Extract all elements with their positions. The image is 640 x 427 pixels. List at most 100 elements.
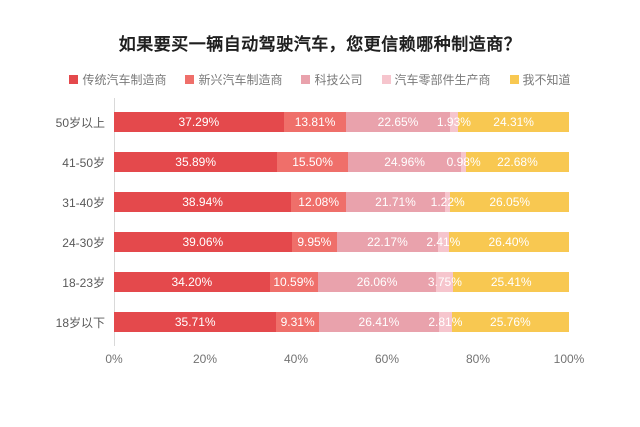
x-axis-tick-label: 40% bbox=[283, 352, 309, 366]
x-axis-tick-label: 20% bbox=[192, 352, 218, 366]
legend: 传统汽车制造商 新兴汽车制造商 科技公司 汽车零部件生产商 我不知道 bbox=[0, 71, 640, 88]
category-label: 41-50岁 bbox=[62, 155, 105, 170]
bar-segment: 39.06% bbox=[114, 232, 292, 252]
bar-value-label: 9.95% bbox=[297, 235, 332, 249]
chart-title: 如果要买一辆自动驾驶汽车，您更信赖哪种制造商？ bbox=[118, 35, 522, 54]
bar-segment: 9.95% bbox=[291, 232, 337, 252]
bar-track: 38.94% 12.08% 21.71% 1.22% 26.05% bbox=[114, 192, 569, 212]
bar-value-label: 37.29% bbox=[178, 115, 220, 129]
bar-track: 35.71% 9.31% 26.41% 2.81% 25.76% bbox=[114, 312, 569, 332]
x-axis-tick-label: 60% bbox=[374, 352, 400, 366]
legend-label: 科技公司 bbox=[314, 73, 363, 87]
bar-segment: 34.20% bbox=[114, 272, 270, 292]
bar-value-label: 21.71% bbox=[375, 195, 416, 209]
legend-label: 新兴汽车制造商 bbox=[198, 73, 283, 87]
category-label: 24-30岁 bbox=[62, 235, 105, 250]
bar-value-label: 25.76% bbox=[490, 315, 531, 329]
bar-segment: 24.96% bbox=[347, 152, 462, 172]
bar-track: 34.20% 10.59% 26.06% 3.75% 25.41% bbox=[114, 272, 570, 292]
bar-segment: 37.29% bbox=[114, 112, 284, 132]
bar-value-label: 22.17% bbox=[367, 235, 408, 249]
legend-swatch-icon bbox=[509, 75, 519, 84]
bar-value-label: 26.06% bbox=[356, 275, 398, 289]
bar-track: 39.06% 9.95% 22.17% 2.41% 26.40% bbox=[114, 232, 569, 252]
chart-row: 50岁以上 37.29% 13.81% 22.65% 1.93% 24.31% bbox=[0, 102, 640, 142]
chart-row: 41-50岁 35.89% 15.50% 24.96% 0.98% 22.68% bbox=[0, 142, 640, 182]
bar-value-label: 38.94% bbox=[182, 195, 223, 209]
bar-segment: 9.31% bbox=[276, 312, 319, 332]
bar-segment: 0.98% bbox=[447, 152, 481, 172]
chart-row: 18-23岁 34.20% 10.59% 26.06% 3.75% 25.41% bbox=[0, 262, 640, 302]
bar-value-label: 25.41% bbox=[490, 275, 532, 289]
bar-value-label: 12.08% bbox=[298, 195, 339, 209]
legend-label: 传统汽车制造商 bbox=[82, 73, 167, 87]
bar-value-label: 22.68% bbox=[497, 155, 538, 169]
bar-segment: 38.94% bbox=[114, 192, 292, 212]
stacked-bar-chart: 50岁以上 37.29% 13.81% 22.65% 1.93% 24.31% 41-50岁… bbox=[0, 98, 640, 376]
bar-segment: 26.05% bbox=[450, 192, 569, 212]
bar-segment: 2.41% bbox=[426, 232, 460, 252]
bar-segment: 26.06% bbox=[317, 272, 437, 292]
bar-segment: 26.41% bbox=[318, 312, 439, 332]
legend-item: 科技公司 bbox=[301, 71, 363, 88]
legend-item: 我不知道 bbox=[509, 71, 571, 88]
bar-segment: 1.22% bbox=[431, 192, 465, 212]
bar-track: 35.89% 15.50% 24.96% 0.98% 22.68% bbox=[114, 152, 570, 172]
bar-value-label: 26.41% bbox=[358, 315, 400, 329]
bar-value-label: 34.20% bbox=[171, 275, 213, 289]
legend-swatch-icon bbox=[301, 75, 311, 84]
bar-segment: 35.71% bbox=[114, 312, 277, 332]
bar-value-label: 2.81% bbox=[428, 315, 463, 329]
legend-label: 我不知道 bbox=[522, 73, 571, 87]
category-label: 50岁以上 bbox=[55, 115, 105, 130]
chart-rows: 50岁以上 37.29% 13.81% 22.65% 1.93% 24.31% 41-50岁… bbox=[0, 98, 640, 346]
chart-row: 31-40岁 38.94% 12.08% 21.71% 1.22% 26.05% bbox=[0, 182, 640, 222]
bar-value-label: 1.93% bbox=[436, 115, 471, 129]
legend-item: 传统汽车制造商 bbox=[69, 71, 166, 88]
x-axis-tick-label: 0% bbox=[105, 352, 123, 366]
legend-label: 汽车零部件生产商 bbox=[394, 73, 491, 87]
x-axis: 0% 20% 40% 60% 80% 100% bbox=[105, 352, 584, 376]
bar-value-label: 2.41% bbox=[426, 235, 461, 249]
bar-segment: 1.93% bbox=[437, 112, 471, 132]
bar-track: 37.29% 13.81% 22.65% 1.93% 24.31% bbox=[114, 112, 569, 132]
bar-value-label: 22.65% bbox=[377, 115, 419, 129]
category-label: 18岁以下 bbox=[55, 315, 105, 330]
bar-value-label: 24.96% bbox=[384, 155, 425, 169]
legend-swatch-icon bbox=[381, 75, 391, 84]
bar-value-label: 35.71% bbox=[174, 315, 216, 329]
bar-segment: 21.71% bbox=[346, 192, 445, 212]
legend-item: 新兴汽车制造商 bbox=[185, 71, 282, 88]
chart-row: 18岁以下 35.71% 9.31% 26.41% 2.81% 25.76% bbox=[0, 302, 640, 342]
bar-value-label: 13.81% bbox=[294, 115, 336, 129]
bar-value-label: 24.31% bbox=[493, 115, 534, 129]
x-axis-tick-label: 100% bbox=[553, 352, 585, 366]
bar-segment: 22.65% bbox=[346, 112, 450, 132]
bar-segment: 22.68% bbox=[465, 152, 570, 172]
category-label: 31-40岁 bbox=[62, 195, 105, 210]
bar-value-label: 15.50% bbox=[292, 155, 333, 169]
bar-value-label: 1.22% bbox=[430, 195, 465, 209]
bar-value-label: 3.75% bbox=[427, 275, 462, 289]
bar-value-label: 9.31% bbox=[280, 315, 315, 329]
bar-segment: 22.17% bbox=[336, 232, 438, 252]
bar-segment: 15.50% bbox=[277, 152, 348, 172]
chart-row: 24-30岁 39.06% 9.95% 22.17% 2.41% 26.40% bbox=[0, 222, 640, 262]
legend-swatch-icon bbox=[185, 75, 195, 84]
bar-segment: 2.81% bbox=[428, 312, 462, 332]
bar-segment: 35.89% bbox=[114, 152, 278, 172]
bar-value-label: 26.05% bbox=[489, 195, 531, 209]
legend-swatch-icon bbox=[69, 75, 79, 84]
bar-value-label: 35.89% bbox=[175, 155, 216, 169]
bar-value-label: 0.98% bbox=[446, 155, 481, 169]
category-label: 18-23岁 bbox=[62, 275, 105, 290]
bar-segment: 25.41% bbox=[453, 272, 570, 292]
bar-segment: 3.75% bbox=[428, 272, 462, 292]
bar-segment: 25.76% bbox=[451, 312, 569, 332]
bar-value-label: 39.06% bbox=[182, 235, 224, 249]
bar-value-label: 10.59% bbox=[273, 275, 315, 289]
bar-segment: 10.59% bbox=[269, 272, 318, 292]
x-axis-tick-label: 80% bbox=[465, 352, 491, 366]
y-axis-line bbox=[114, 98, 115, 346]
